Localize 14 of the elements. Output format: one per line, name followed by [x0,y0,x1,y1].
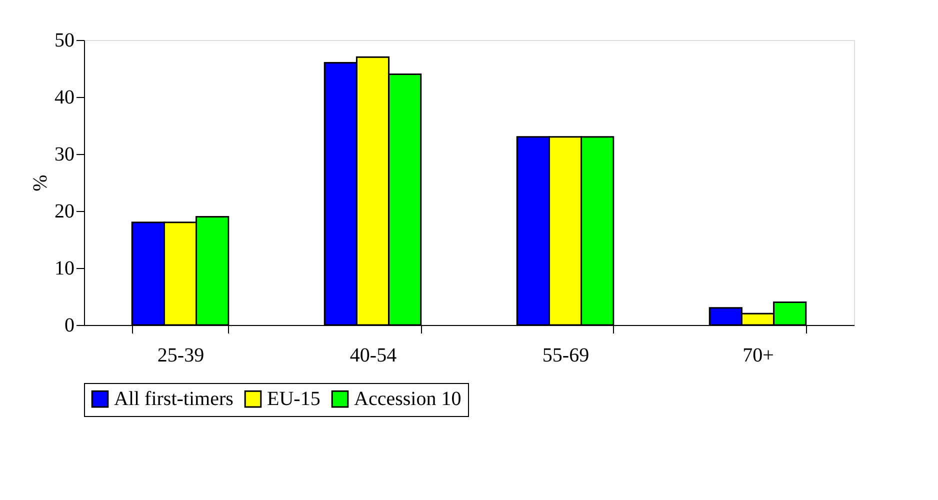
x-tick-label: 70+ [742,344,774,366]
x-tick-label: 40-54 [350,344,397,366]
x-tick-label: 25-39 [157,344,204,366]
legend-label: Accession 10 [354,388,462,410]
y-tick-label: 10 [54,258,74,280]
legend-label: EU-15 [267,388,320,410]
y-tick-label: 40 [54,86,74,108]
x-tick-label: 55-69 [542,344,590,366]
y-tick-label: 20 [54,200,74,222]
y-tick-label: 0 [64,314,74,336]
y-axis-title: % [30,174,52,192]
y-tick-label: 30 [54,144,74,166]
legend-label: All first-timers [114,388,234,410]
y-tick-label: 50 [54,30,74,52]
